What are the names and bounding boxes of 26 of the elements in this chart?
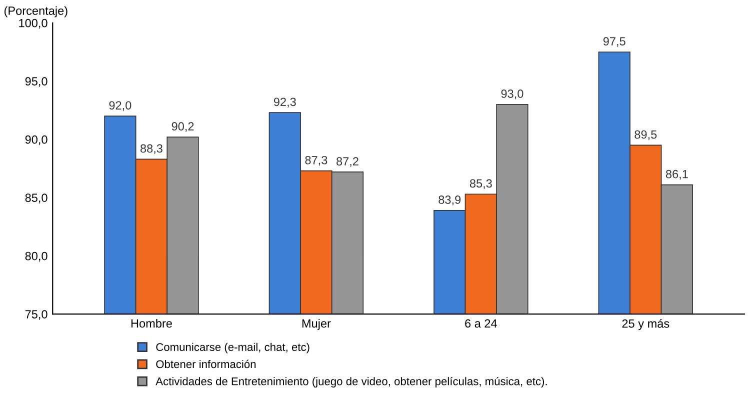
data-label: 87,3 bbox=[305, 156, 328, 166]
data-label: 86,1 bbox=[666, 170, 688, 180]
legend-label: Comunicarse (e-mail, chat, etc) bbox=[156, 342, 310, 354]
data-label: 92,0 bbox=[109, 101, 132, 111]
data-label: 83,9 bbox=[438, 196, 461, 206]
legend-label: Obtener información bbox=[156, 360, 256, 368]
x-tick-label: 25 y más bbox=[622, 318, 670, 330]
data-label: 97,5 bbox=[603, 37, 626, 47]
legend-label: Actividades de Entretenimiento (juego de video, obtener películas, música, etc). bbox=[156, 376, 547, 388]
y-tick-label: 90,0 bbox=[25, 135, 48, 146]
x-tick-label: 6 a 24 bbox=[465, 319, 497, 328]
data-label: 90,2 bbox=[172, 122, 194, 132]
y-axis-title: (Porcentaje) bbox=[4, 6, 68, 18]
x-tick-label: Hombre bbox=[131, 318, 172, 328]
y-tick-label: 75,0 bbox=[25, 310, 48, 320]
data-label: 88,3 bbox=[140, 144, 162, 154]
y-tick-label: 95,0 bbox=[25, 77, 48, 87]
data-label: 85,3 bbox=[470, 179, 492, 189]
data-label: 92,3 bbox=[274, 98, 296, 108]
data-label: 93,0 bbox=[501, 90, 524, 100]
data-label: 89,5 bbox=[634, 130, 657, 140]
y-tick-label: 85,0 bbox=[25, 194, 48, 204]
y-tick-label: 80,0 bbox=[25, 252, 48, 262]
data-label: 87,2 bbox=[336, 157, 358, 167]
x-tick-label: Mujer bbox=[302, 318, 331, 330]
y-tick-label: 100,0 bbox=[19, 18, 48, 29]
